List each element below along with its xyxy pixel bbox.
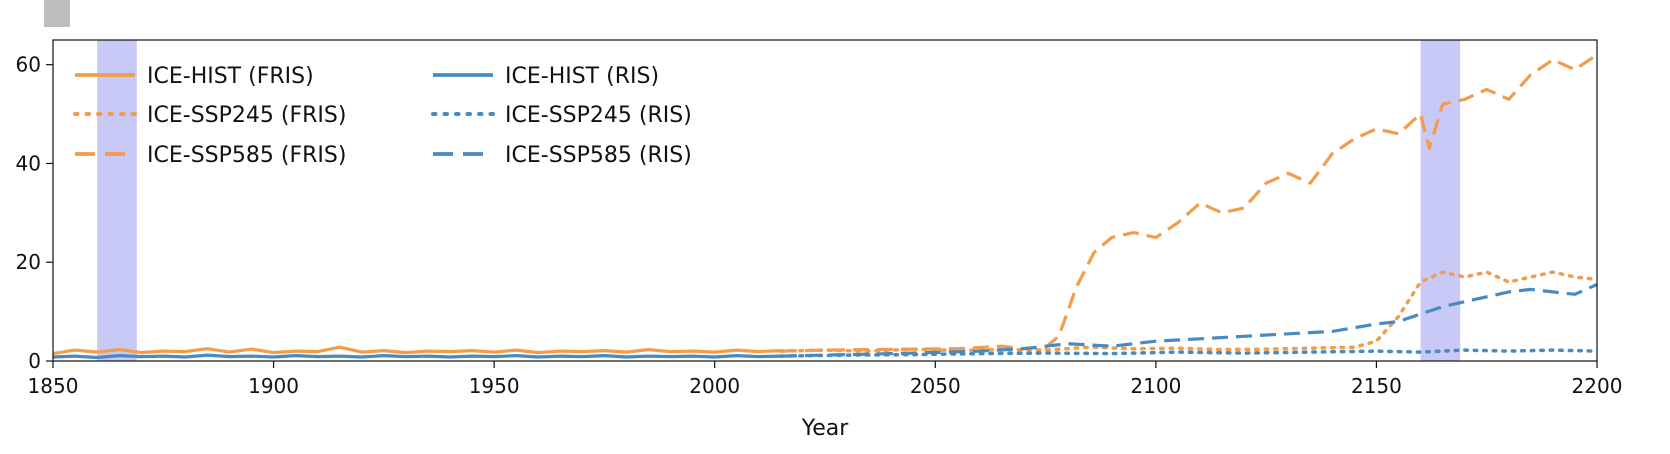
series-lines (52, 53, 1599, 360)
y-tick-label: 40 (16, 151, 41, 175)
legend-label-2: ICE-SSP245 (FRIS) (147, 103, 346, 128)
y-tick-label: 0 (28, 349, 41, 373)
x-axis-label: Year (801, 416, 850, 441)
x-tick-label: 2100 (1130, 374, 1181, 398)
legend-label-5: ICE-SSP245 (RIS) (505, 103, 692, 128)
x-tick-label: 1950 (469, 374, 520, 398)
series-line-6 (780, 283, 1598, 358)
x-tick-label: 2050 (910, 374, 961, 398)
x-tick-label: 1850 (28, 374, 79, 398)
y-axis: 0 20 40 60 (16, 53, 53, 373)
x-tick-label: 1900 (248, 374, 299, 398)
series-line-5 (779, 348, 1599, 358)
plot-frame (52, 39, 1598, 362)
x-tick-label: 2200 (1572, 374, 1623, 398)
series-line-3 (780, 53, 1598, 353)
highlight-bands (97, 40, 1461, 361)
corner-marker (44, 0, 70, 27)
legend: ICE-HIST (FRIS) ICE-SSP245 (FRIS) ICE-SSP5… (73, 64, 692, 168)
highlight-band-1 (97, 40, 137, 361)
legend-label-4: ICE-HIST (RIS) (505, 64, 659, 89)
series-line-4 (52, 353, 781, 360)
x-tick-label: 2150 (1351, 374, 1402, 398)
legend-label-3: ICE-SSP585 (FRIS) (147, 143, 346, 168)
x-tick-label: 2000 (689, 374, 740, 398)
legend-label-1: ICE-HIST (FRIS) (147, 64, 314, 89)
x-axis: 1850 1900 1950 2000 2050 2100 2150 2200 (28, 361, 1623, 398)
y-tick-label: 20 (16, 250, 41, 274)
y-tick-label: 60 (16, 53, 41, 77)
legend-label-6: ICE-SSP585 (RIS) (505, 143, 692, 168)
series-line-1 (52, 345, 781, 356)
